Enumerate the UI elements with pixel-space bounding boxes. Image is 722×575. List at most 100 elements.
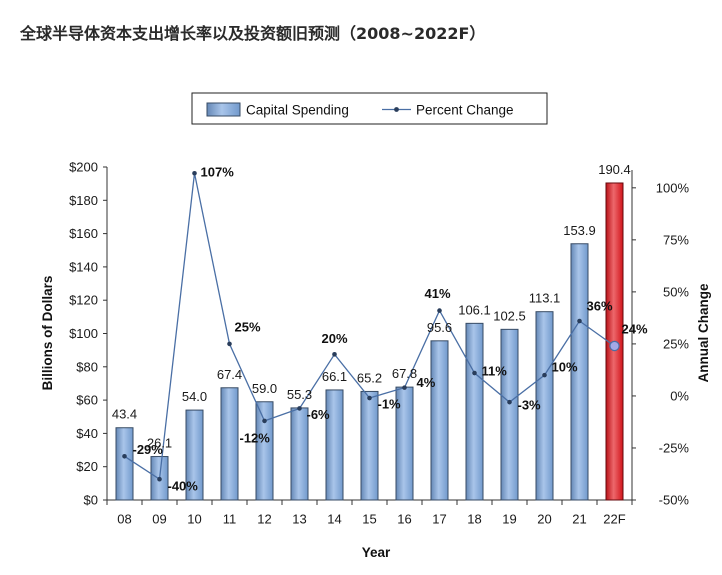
legend: Capital Spending Percent Change bbox=[191, 92, 548, 125]
bar-11 bbox=[220, 387, 239, 501]
y2-tick-label-2: 0% bbox=[670, 388, 689, 403]
y-tick-label-9: $180 bbox=[69, 193, 98, 208]
y-tick-label-0: $0 bbox=[84, 493, 98, 508]
x-tick-label-17: 17 bbox=[432, 512, 446, 527]
bar-label-13: 55.3 bbox=[287, 387, 312, 402]
x-tick-label-15: 15 bbox=[362, 512, 376, 527]
legend-swatch-capital-spending bbox=[206, 102, 241, 117]
percent-label-18: 11% bbox=[482, 364, 508, 379]
y2-tick-label-5: 75% bbox=[663, 232, 689, 247]
y-tick-label-8: $160 bbox=[69, 226, 98, 241]
percent-point-12 bbox=[262, 418, 267, 424]
percent-label-14: 20% bbox=[322, 331, 348, 346]
percent-label-09: -40% bbox=[168, 479, 199, 494]
bar-13 bbox=[290, 407, 309, 501]
y-tick-label-7: $140 bbox=[69, 259, 98, 274]
x-tick-label-13: 13 bbox=[292, 512, 306, 527]
percent-label-16: 4% bbox=[417, 375, 436, 390]
percent-label-12: -12% bbox=[240, 430, 271, 445]
legend-marker-percent-change bbox=[394, 107, 399, 112]
y-axis-title: Billions of Dollars bbox=[40, 276, 55, 391]
x-tick-label-19: 19 bbox=[502, 512, 516, 527]
bar-label-22f: 190.4 bbox=[598, 162, 631, 177]
legend-box bbox=[191, 92, 548, 125]
legend-label-capital-spending: Capital Spending bbox=[246, 103, 349, 118]
y2-tick-label-4: 50% bbox=[663, 284, 689, 299]
percent-point-11 bbox=[227, 341, 232, 347]
bar-10 bbox=[185, 409, 204, 501]
percent-point-20 bbox=[542, 372, 547, 378]
y-tick-label-1: $20 bbox=[76, 459, 98, 474]
percent-label-11: 25% bbox=[235, 319, 261, 334]
line-series-percent-change bbox=[122, 170, 620, 482]
percent-point-22f bbox=[609, 340, 620, 352]
x-tick-label-20: 20 bbox=[537, 512, 551, 527]
y2-tick-label-0: -50% bbox=[659, 493, 690, 508]
bar-label-18: 106.1 bbox=[458, 302, 491, 317]
y2-tick-label-1: -25% bbox=[659, 440, 690, 455]
bar-12 bbox=[255, 401, 274, 501]
percent-point-09 bbox=[157, 476, 162, 482]
legend-label-percent-change: Percent Change bbox=[416, 103, 514, 118]
x-tick-label-16: 16 bbox=[397, 512, 411, 527]
bar-15 bbox=[360, 390, 379, 501]
x-tick-label-12: 12 bbox=[257, 512, 271, 527]
percent-point-08 bbox=[122, 453, 127, 459]
y2-tick-label-6: 100% bbox=[656, 180, 690, 195]
bar-08 bbox=[115, 427, 134, 501]
bar-20 bbox=[535, 311, 554, 501]
percent-label-10: 107% bbox=[201, 165, 235, 180]
y-tick-label-3: $60 bbox=[76, 393, 98, 408]
bar-label-14: 66.1 bbox=[322, 369, 347, 384]
x-tick-label-09: 09 bbox=[152, 512, 166, 527]
percent-point-18 bbox=[472, 370, 477, 376]
y-tick-label-2: $40 bbox=[76, 426, 98, 441]
bar-19 bbox=[500, 328, 519, 501]
x-tick-label-08: 08 bbox=[117, 512, 131, 527]
x-tick-label-11: 11 bbox=[223, 512, 237, 527]
x-tick-label-21: 21 bbox=[572, 512, 586, 527]
percent-label-19: -3% bbox=[518, 398, 542, 413]
chart-title: 全球半导体资本支出增长率以及投资额旧预测（2008~2022F） bbox=[19, 24, 485, 43]
percent-point-21 bbox=[577, 318, 582, 324]
bar-label-15: 65.2 bbox=[357, 370, 382, 385]
bar-label-17: 95.6 bbox=[427, 320, 452, 335]
percent-point-14 bbox=[332, 352, 337, 357]
y-tick-label-10: $200 bbox=[69, 160, 98, 175]
y-tick-label-5: $100 bbox=[69, 326, 98, 341]
bar-label-16: 67.8 bbox=[392, 366, 417, 381]
y2-tick-label-3: 25% bbox=[663, 336, 689, 351]
bar-label-21: 153.9 bbox=[563, 223, 596, 238]
axes: $0 $20 $40 $60 $80 $100 $120 $140 $160 $180 $200 -5… bbox=[40, 160, 711, 561]
percent-label-22f: 24% bbox=[622, 321, 648, 336]
y-tick-label-4: $80 bbox=[76, 359, 98, 374]
bar-series-capital-spending bbox=[115, 182, 624, 501]
bar-label-08: 43.4 bbox=[112, 407, 137, 422]
bar-label-10: 54.0 bbox=[182, 389, 207, 404]
x-tick-label-22f: 22F bbox=[603, 512, 625, 527]
y-tick-label-6: $120 bbox=[69, 293, 98, 308]
bar-label-11: 67.4 bbox=[217, 367, 242, 382]
percent-point-10 bbox=[192, 170, 197, 176]
percent-point-13 bbox=[297, 406, 302, 411]
data-labels: 43.4 26.1 54.0 67.4 59.0 55.3 66.1 65.2 67.8 95.6… bbox=[112, 162, 648, 494]
percent-point-19 bbox=[507, 399, 512, 405]
bar-17 bbox=[430, 340, 449, 501]
percent-label-13: -6% bbox=[307, 407, 331, 422]
bar-label-12: 59.0 bbox=[252, 381, 277, 396]
percent-label-17: 41% bbox=[425, 286, 451, 301]
bar-14 bbox=[325, 389, 344, 501]
bar-21 bbox=[570, 243, 589, 501]
x-axis-title: Year bbox=[362, 545, 391, 560]
percent-point-15 bbox=[367, 395, 372, 401]
y2-axis-title: Annual Change bbox=[696, 283, 711, 382]
bar-label-19: 102.5 bbox=[493, 308, 526, 323]
percent-label-08: -29% bbox=[133, 442, 164, 457]
percent-point-16 bbox=[402, 385, 407, 390]
percent-label-15: -1% bbox=[378, 397, 402, 412]
x-tick-label-18: 18 bbox=[467, 512, 481, 527]
x-tick-label-10: 10 bbox=[187, 512, 201, 527]
bar-18 bbox=[465, 322, 484, 501]
percent-label-20: 10% bbox=[552, 360, 578, 375]
